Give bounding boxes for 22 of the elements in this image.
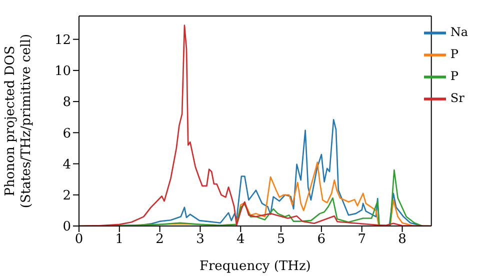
y-axis-title: Phonon projected DOS (States/THz/primitive cell) <box>3 34 34 208</box>
y-tick-label: 12 <box>54 32 71 48</box>
y-tick-label: 4 <box>62 157 71 172</box>
x-tick-label: 3 <box>196 232 204 248</box>
y-tick-label: 10 <box>54 64 71 80</box>
legend-label: P <box>450 69 458 84</box>
y-tick-label: 2 <box>62 188 71 204</box>
y-tick-label: 8 <box>62 95 71 110</box>
x-tick-label: 0 <box>74 232 84 248</box>
x-tick-label: 2 <box>156 232 164 248</box>
legend-label: Na <box>450 25 468 40</box>
y-tick-label: 0 <box>62 220 71 235</box>
x-tick-label: 8 <box>398 232 406 248</box>
x-tick-label: 1 <box>115 232 124 248</box>
x-tick-label: 4 <box>236 232 245 248</box>
x-axis-title: Frequency (THz) <box>199 259 311 274</box>
legend-label: P <box>450 47 458 62</box>
y-tick-label: 6 <box>62 126 71 142</box>
legend-label: Sr <box>450 91 464 106</box>
x-tick-label: 5 <box>276 232 286 248</box>
x-tick-label: 6 <box>317 232 326 248</box>
x-tick-label: 7 <box>358 232 366 248</box>
